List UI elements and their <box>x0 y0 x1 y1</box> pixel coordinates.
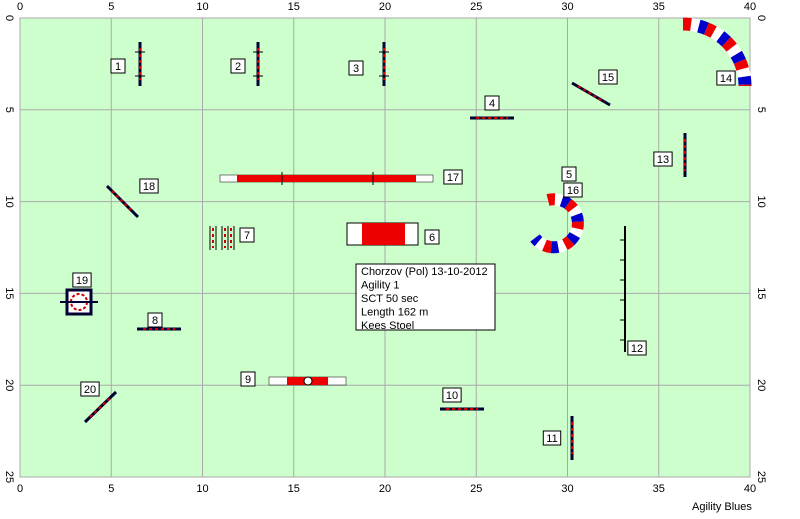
y-tick-label: 5 <box>3 107 15 113</box>
label-box <box>484 95 500 111</box>
label-box <box>240 371 256 387</box>
x-tick-label: 5 <box>108 483 114 495</box>
obstacle-number: 6 <box>429 232 435 244</box>
label-box <box>443 169 463 185</box>
obstacle-number: 9 <box>245 374 251 386</box>
info-line: Chorzov (Pol) 13-10-2012 <box>361 266 488 278</box>
label-box <box>561 166 577 182</box>
obstacle-number: 20 <box>84 384 96 396</box>
obstacle-number: 11 <box>546 433 557 445</box>
label-box <box>80 381 100 397</box>
y-tick-label: 10 <box>755 195 767 207</box>
obstacle-number: 4 <box>489 98 495 110</box>
label-box <box>424 229 440 245</box>
obstacle-number: 2 <box>235 61 241 73</box>
obstacle-number: 19 <box>76 275 88 287</box>
x-tick-label: 30 <box>561 1 573 13</box>
y-tick-label: 0 <box>755 15 767 21</box>
label-box <box>147 312 163 328</box>
x-tick-label: 20 <box>379 1 391 13</box>
obstacle-number: 15 <box>602 72 614 84</box>
label-box <box>627 340 647 356</box>
label-box <box>239 227 255 243</box>
obstacle-number: 16 <box>567 185 579 197</box>
jumps <box>83 42 687 460</box>
obstacle-number: 17 <box>447 172 459 184</box>
y-tick-label: 15 <box>755 287 767 299</box>
obstacle-number: 18 <box>143 181 155 193</box>
x-tick-label: 20 <box>379 483 391 495</box>
x-tick-label: 30 <box>561 483 573 495</box>
y-tick-label: 20 <box>755 379 767 391</box>
y-tick-label: 25 <box>3 471 15 483</box>
label-box <box>110 58 126 74</box>
obstacle-number: 14 <box>720 73 732 85</box>
x-tick-label: 5 <box>108 1 114 13</box>
label-box <box>442 387 462 403</box>
info-box <box>355 263 496 331</box>
label-box <box>139 178 159 194</box>
x-tick-label: 40 <box>744 483 756 495</box>
obstacle-number: 5 <box>566 169 572 181</box>
obstacle-number: 13 <box>657 154 669 166</box>
info-line: Length 162 m <box>361 306 428 318</box>
x-tick-label: 25 <box>470 1 482 13</box>
y-tick-label: 20 <box>3 379 15 391</box>
x-tick-label: 0 <box>17 483 23 495</box>
y-tick-label: 15 <box>3 287 15 299</box>
obstacles <box>60 17 752 460</box>
obstacle-number: 12 <box>631 343 643 355</box>
obstacle-number: 8 <box>152 315 158 327</box>
x-tick-label: 35 <box>653 1 665 13</box>
obstacle-number: 3 <box>353 63 359 75</box>
info-line: Agility 1 <box>361 279 400 291</box>
info-line: Kees Stoel <box>361 320 414 332</box>
x-tick-label: 10 <box>196 1 208 13</box>
obstacle-number: 7 <box>244 230 250 242</box>
x-tick-label: 40 <box>744 1 756 13</box>
x-tick-label: 15 <box>288 483 300 495</box>
info-line: SCT 50 sec <box>361 293 419 305</box>
label-box <box>348 60 364 76</box>
footer: Agility Blues <box>692 501 752 513</box>
x-tick-label: 0 <box>17 1 23 13</box>
x-tick-label: 10 <box>196 483 208 495</box>
label-box <box>653 151 673 167</box>
label-box <box>542 430 562 446</box>
y-tick-label: 25 <box>755 471 767 483</box>
x-tick-label: 15 <box>288 1 300 13</box>
label-box <box>598 69 618 85</box>
x-tick-label: 25 <box>470 483 482 495</box>
obstacle-number: 1 <box>115 61 121 73</box>
x-tick-label: 35 <box>653 483 665 495</box>
y-tick-label: 0 <box>3 15 15 21</box>
label-box <box>230 58 246 74</box>
label-box <box>72 272 92 288</box>
y-tick-label: 5 <box>755 107 767 113</box>
obstacle-number: 10 <box>446 390 458 402</box>
label-box <box>716 70 736 86</box>
y-tick-label: 10 <box>3 195 15 207</box>
label-box <box>563 182 583 198</box>
